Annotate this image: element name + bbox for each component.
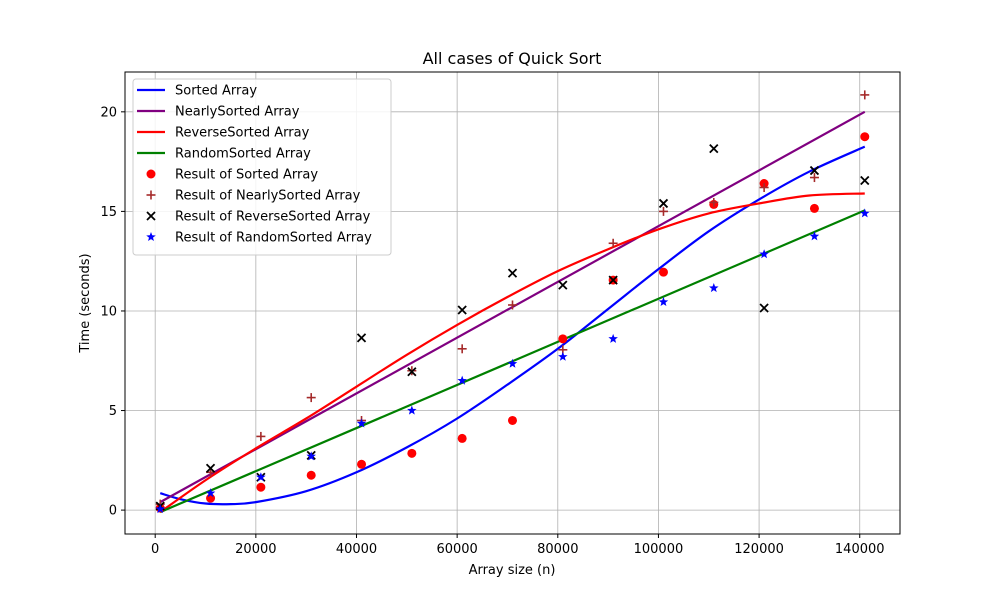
data-point-star bbox=[860, 208, 870, 218]
legend-marker-swatch bbox=[146, 169, 156, 179]
data-point-star bbox=[709, 283, 719, 293]
data-point-star bbox=[256, 472, 266, 482]
x-tick-label: 60000 bbox=[436, 542, 477, 557]
legend-marker-swatch bbox=[146, 232, 156, 242]
legend-label: ReverseSorted Array bbox=[175, 126, 310, 141]
data-point-star bbox=[658, 297, 669, 307]
data-point-star bbox=[558, 351, 568, 361]
data-point-x bbox=[507, 268, 518, 278]
legend-label: Sorted Array bbox=[175, 84, 257, 99]
x-tick-label: 80000 bbox=[537, 542, 578, 557]
data-point-circle bbox=[658, 267, 668, 277]
legend: Sorted Array NearlySorted Array ReverseSor… bbox=[132, 78, 392, 256]
x-tick-label: 120000 bbox=[734, 542, 784, 557]
data-point-circle bbox=[508, 415, 517, 425]
data-point-circle bbox=[357, 459, 367, 469]
data-point-x bbox=[860, 175, 870, 186]
y-axis-ticks: 0 5 10 15 20 bbox=[100, 105, 125, 519]
data-point-plus bbox=[608, 238, 618, 248]
y-tick-label: 0 bbox=[109, 504, 117, 519]
data-point-star bbox=[608, 333, 618, 343]
y-tick-label: 5 bbox=[109, 404, 117, 419]
legend-label: Result of Sorted Array bbox=[175, 168, 318, 183]
x-tick-label: 100000 bbox=[634, 542, 684, 557]
legend-label: Result of NearlySorted Array bbox=[175, 189, 361, 204]
data-point-plus bbox=[809, 173, 819, 183]
data-point-plus bbox=[709, 197, 719, 207]
scatter-points bbox=[155, 90, 870, 514]
data-point-star bbox=[306, 451, 316, 461]
x-tick-label: 20000 bbox=[235, 542, 276, 557]
data-point-plus bbox=[658, 206, 668, 216]
data-point-x bbox=[658, 198, 669, 209]
x-tick-label: 140000 bbox=[835, 542, 885, 557]
data-point-plus bbox=[256, 431, 266, 441]
data-point-circle bbox=[860, 132, 870, 142]
data-point-x bbox=[558, 280, 568, 290]
data-point-star bbox=[155, 504, 165, 514]
data-point-x bbox=[205, 463, 216, 473]
fit-line-2 bbox=[159, 192, 865, 513]
data-point-x bbox=[608, 275, 618, 285]
data-point-circle bbox=[256, 482, 266, 492]
plot-frame bbox=[124, 71, 901, 535]
x-tick-label: 0 bbox=[151, 542, 159, 557]
x-axis-ticks: 0 20000 40000 60000 80000 100000 120000 140000 bbox=[151, 534, 885, 557]
data-point-x bbox=[759, 303, 769, 313]
data-point-circle bbox=[809, 203, 819, 213]
x-axis-label: Array size (n) bbox=[469, 563, 556, 578]
y-tick-label: 20 bbox=[100, 105, 117, 120]
legend-marker-swatch bbox=[146, 190, 156, 200]
legend-marker-swatch bbox=[146, 211, 156, 221]
data-point-plus bbox=[306, 393, 316, 403]
y-tick-label: 10 bbox=[100, 304, 117, 319]
data-point-x bbox=[407, 367, 417, 377]
data-point-plus bbox=[508, 300, 517, 310]
data-point-star bbox=[407, 405, 417, 415]
fit-line-0 bbox=[159, 145, 866, 506]
legend-label: NearlySorted Array bbox=[175, 105, 300, 120]
data-point-x bbox=[356, 333, 367, 343]
data-point-circle bbox=[407, 448, 417, 458]
legend-label: Result of ReverseSorted Array bbox=[175, 210, 371, 225]
data-point-circle bbox=[457, 433, 467, 443]
data-point-plus bbox=[759, 183, 769, 192]
y-axis-label: Time (seconds) bbox=[78, 253, 93, 353]
data-point-x bbox=[809, 165, 820, 176]
data-point-star bbox=[457, 375, 467, 385]
legend-label: Result of RandomSorted Array bbox=[175, 231, 372, 246]
chart-title: All cases of Quick Sort bbox=[423, 49, 602, 68]
data-point-star bbox=[759, 249, 769, 259]
data-point-star bbox=[205, 488, 216, 498]
data-point-circle bbox=[558, 334, 568, 344]
data-point-x bbox=[457, 305, 467, 315]
legend-box bbox=[132, 78, 392, 256]
y-tick-label: 15 bbox=[100, 205, 117, 220]
legend-label: RandomSorted Array bbox=[175, 147, 311, 162]
data-point-star bbox=[809, 231, 820, 241]
data-point-plus bbox=[860, 90, 870, 100]
data-point-plus bbox=[457, 344, 467, 354]
data-point-circle bbox=[306, 470, 316, 480]
data-point-star bbox=[507, 358, 518, 368]
x-tick-label: 40000 bbox=[336, 542, 377, 557]
data-point-x bbox=[709, 144, 719, 154]
data-point-star bbox=[356, 418, 367, 428]
